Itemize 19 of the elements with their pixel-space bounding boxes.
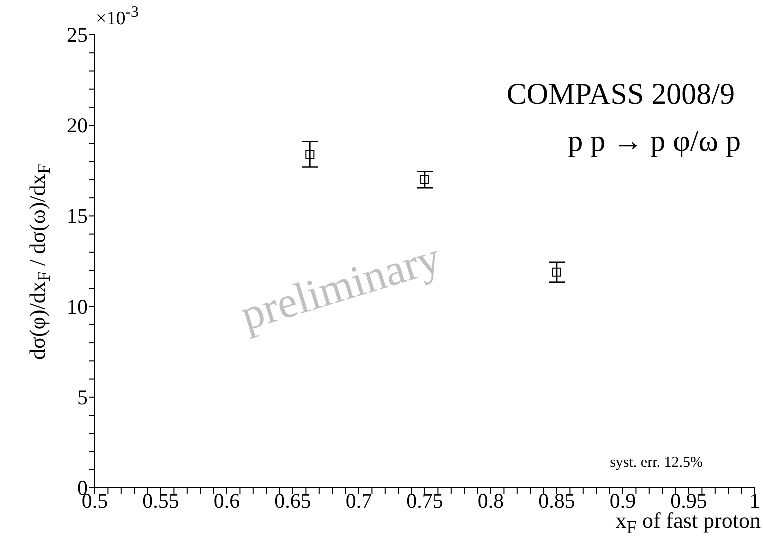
point (306, 150, 315, 160)
x-tick-label: 0.7 (346, 489, 372, 513)
x-tick-label: 0.6 (214, 489, 240, 513)
x-tick-label: 0.55 (142, 489, 180, 513)
y-tick-label: 25 (67, 23, 88, 47)
x-tick-label: 0.65 (274, 489, 312, 513)
text: ×10$^{-3}$ (96, 4, 139, 30)
x-tick-label: 0.8 (478, 489, 504, 513)
y-tick-label: 20 (67, 114, 88, 138)
annotation: COMPASS 2008/9 (506, 78, 735, 112)
x-tick-label: 0.75 (406, 489, 444, 513)
point (552, 268, 562, 277)
y-tick-label: 5 (78, 385, 88, 410)
annotation: p p → p φ/ω p (568, 125, 741, 159)
y-tick-label: 10 (67, 294, 88, 319)
y-tick-label: 15 (67, 204, 88, 228)
point (420, 175, 430, 184)
x-tick-label: 0.85 (538, 489, 576, 513)
annotation: syst. err. 12.5% (610, 455, 703, 472)
